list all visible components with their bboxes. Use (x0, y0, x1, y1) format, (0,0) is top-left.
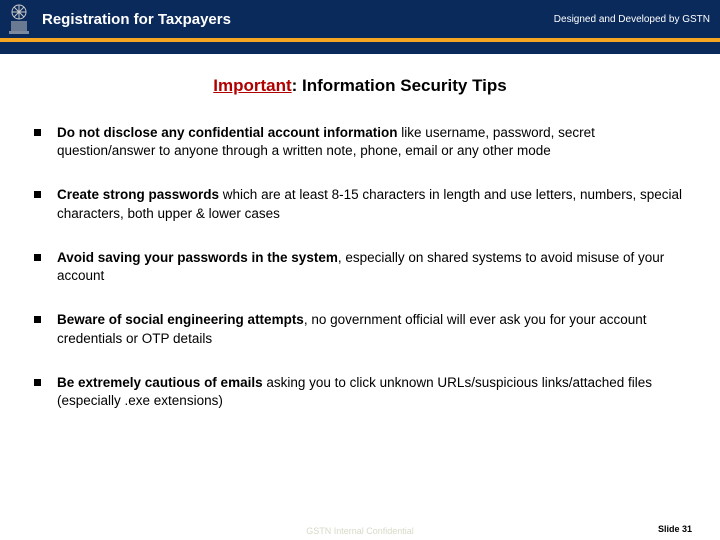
bullet-text: Create strong passwords which are at lea… (57, 186, 686, 222)
header-title: Registration for Taxpayers (42, 11, 231, 28)
bullet-icon (34, 316, 41, 323)
bullet-text: Avoid saving your passwords in the syste… (57, 249, 686, 285)
bullet-text: Beware of social engineering attempts, n… (57, 311, 686, 347)
list-item: Beware of social engineering attempts, n… (34, 311, 686, 347)
bullet-list: Do not disclose any confidential account… (34, 124, 686, 410)
list-item: Be extremely cautious of emails asking y… (34, 374, 686, 410)
header-bar: Registration for Taxpayers Designed and … (0, 0, 720, 42)
bullet-text: Be extremely cautious of emails asking y… (57, 374, 686, 410)
slide: Registration for Taxpayers Designed and … (0, 0, 720, 540)
bullet-icon (34, 129, 41, 136)
header-credit: Designed and Developed by GSTN (554, 14, 710, 25)
slide-number: Slide 31 (658, 524, 692, 534)
section-title-important: Important (213, 76, 291, 95)
list-item: Create strong passwords which are at lea… (34, 186, 686, 222)
bullet-icon (34, 379, 41, 386)
footer-confidential: GSTN Internal Confidential (306, 526, 414, 536)
list-item: Do not disclose any confidential account… (34, 124, 686, 160)
list-item: Avoid saving your passwords in the syste… (34, 249, 686, 285)
bullet-icon (34, 254, 41, 261)
footer: GSTN Internal Confidential Slide 31 (0, 518, 720, 540)
bullet-text: Do not disclose any confidential account… (57, 124, 686, 160)
section-title: Important: Information Security Tips (0, 76, 720, 96)
header-sub-bar (0, 42, 720, 54)
emblem-icon (4, 1, 34, 37)
section-title-rest: : Information Security Tips (292, 76, 507, 95)
bullet-icon (34, 191, 41, 198)
